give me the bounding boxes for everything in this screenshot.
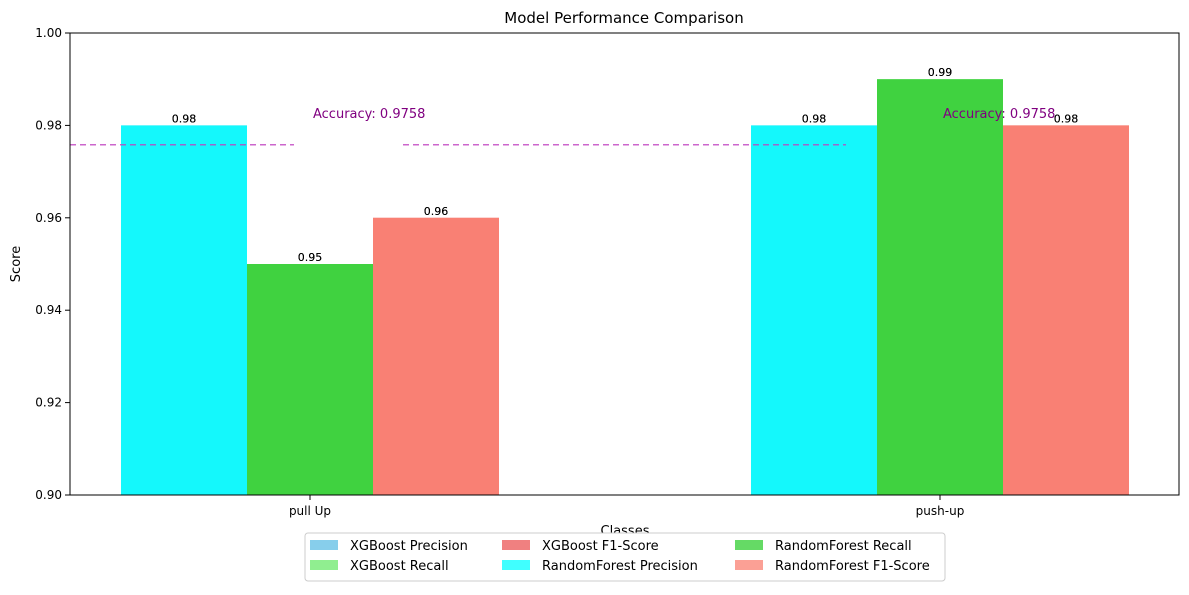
legend-swatch — [310, 540, 338, 550]
legend: XGBoost Precision XGBoost Recall XGBoost F… — [305, 533, 945, 581]
legend-swatch — [735, 560, 763, 570]
legend-swatch — [735, 540, 763, 550]
bar-randomforest-recall — [247, 264, 373, 495]
bar-value-label: 0.99 — [928, 66, 953, 79]
legend-label: XGBoost Recall — [350, 559, 449, 574]
accuracy-label: Accuracy: 0.9758 — [313, 107, 425, 122]
chart-title: Model Performance Comparison — [504, 9, 743, 27]
bar-value-label: 0.98 — [802, 112, 827, 125]
legend-label: RandomForest Recall — [775, 539, 912, 554]
x-tick-label: push-up — [916, 504, 965, 518]
bar-randomforest-recall — [877, 79, 1003, 495]
legend-swatch — [502, 560, 530, 570]
legend-swatch — [310, 560, 338, 570]
legend-label: XGBoost Precision — [350, 539, 468, 554]
bar-randomforest-precision — [121, 125, 247, 495]
bar-randomforest-precision — [751, 125, 877, 495]
y-tick-label: 0.98 — [35, 118, 62, 132]
y-tick-label: 0.94 — [35, 303, 62, 317]
x-axis: pull Up push-up — [289, 495, 964, 518]
bars — [121, 79, 1129, 495]
bar-randomforest-f1-score — [373, 218, 499, 495]
bar-value-label: 0.95 — [298, 251, 323, 264]
y-tick-label: 0.96 — [35, 211, 62, 225]
accuracy-label: Accuracy: 0.9758 — [943, 107, 1055, 122]
bar-randomforest-f1-score — [1003, 125, 1129, 495]
legend-label: RandomForest F1-Score — [775, 559, 930, 574]
bar-value-label: 0.96 — [424, 205, 449, 218]
legend-label: RandomForest Precision — [542, 559, 698, 574]
x-tick-label: pull Up — [289, 504, 331, 518]
bar-value-label: 0.98 — [172, 112, 197, 125]
y-axis-label: Score — [9, 246, 24, 282]
y-tick-label: 1.00 — [35, 26, 62, 40]
legend-swatch — [502, 540, 530, 550]
legend-label: XGBoost F1-Score — [542, 539, 659, 554]
bar-value-label: 0.98 — [1054, 112, 1079, 125]
y-tick-label: 0.90 — [35, 488, 62, 502]
y-tick-label: 0.92 — [35, 396, 62, 410]
y-axis: 0.90 0.92 0.94 0.96 0.98 1.00 — [35, 26, 70, 502]
